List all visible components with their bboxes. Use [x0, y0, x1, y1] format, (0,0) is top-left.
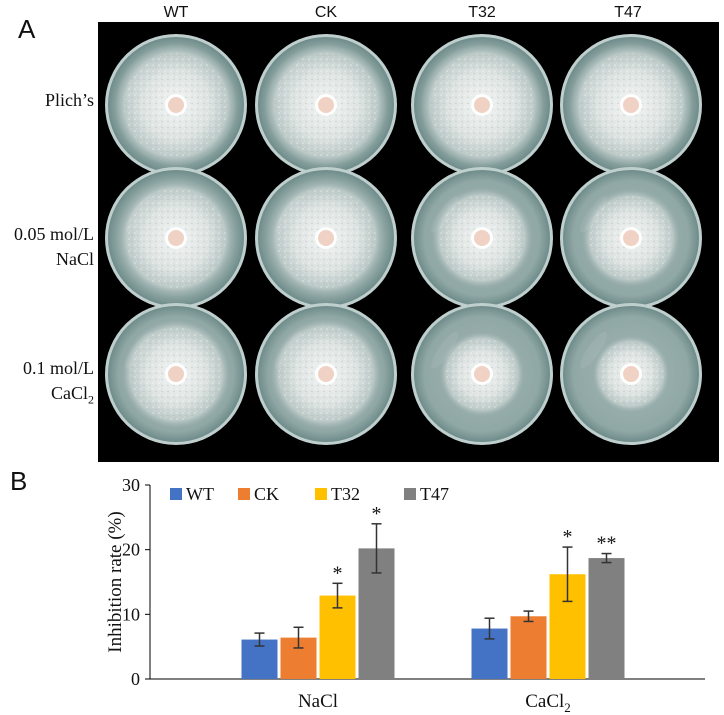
row-label-cacl2-subscript: 2	[88, 392, 94, 407]
column-label-t47: T47	[614, 4, 642, 21]
dish-glare	[275, 331, 303, 369]
legend-swatch	[238, 488, 250, 500]
dish-glare	[275, 62, 303, 100]
petri-dish-t47-row1	[560, 34, 702, 176]
inoculum-plug	[318, 97, 334, 113]
row-label-cacl2-formula: CaCl	[50, 383, 88, 403]
legend-item-wt: WT	[170, 484, 214, 504]
row-label-nacl-line1: 0.05 mol/L	[14, 224, 94, 244]
legend-swatch	[315, 488, 327, 500]
petri-dish-wt-row3	[105, 303, 247, 445]
legend-label: T32	[331, 484, 360, 504]
significance-mark: *	[372, 503, 382, 525]
bar-t32-nacl	[319, 595, 356, 679]
petri-dish-ck-row1	[255, 34, 397, 176]
petri-dish-t47-row3	[560, 303, 702, 445]
bar-t47-cacl2	[588, 558, 625, 679]
inoculum-plug	[623, 97, 639, 113]
y-tick-label: 0	[131, 669, 140, 689]
dish-glare	[580, 195, 608, 233]
column-label-ck: CK	[314, 4, 338, 21]
row-label-plichs-text: Plich’s	[44, 90, 94, 110]
column-label-wt: WT	[163, 4, 189, 21]
inoculum-plug	[318, 366, 334, 382]
dish-glare	[125, 62, 153, 100]
dish-glare	[580, 331, 608, 369]
dish-glare	[431, 195, 459, 233]
inoculum-plug	[168, 230, 184, 246]
y-tick-label: 10	[122, 604, 140, 624]
x-category-label-nacl: NaCl	[298, 691, 338, 712]
legend-item-t32: T32	[315, 484, 360, 504]
petri-dish-ck-row2	[255, 167, 397, 309]
petri-dish-wt-row2	[105, 167, 247, 309]
y-axis-label: Inhibition rate (%)	[105, 511, 126, 652]
petri-dish-t32-row2	[411, 167, 553, 309]
dish-glare	[431, 62, 459, 100]
row-label-cacl2-line1: 0.1 mol/L	[23, 358, 94, 378]
petri-dish-photo	[98, 22, 719, 462]
petri-dish-t32-row3	[411, 303, 553, 445]
dish-glare	[275, 195, 303, 233]
dish-glare	[580, 62, 608, 100]
petri-dish-t32-row1	[411, 34, 553, 176]
row-label-nacl: 0.05 mol/L NaCl	[0, 222, 94, 272]
legend-item-t47: T47	[404, 484, 449, 504]
row-label-plichs: Plich’s	[0, 88, 94, 113]
x-category-label-cacl2: CaCl2	[525, 691, 571, 715]
y-tick-label: 30	[122, 475, 140, 495]
legend-swatch	[170, 488, 182, 500]
petri-dish-t47-row2	[560, 167, 702, 309]
inoculum-plug	[318, 230, 334, 246]
y-tick-label: 20	[122, 540, 140, 560]
significance-mark: *	[333, 562, 343, 584]
legend-label: CK	[254, 484, 279, 504]
dish-glare	[125, 331, 153, 369]
dish-glare	[431, 331, 459, 369]
petri-dish-ck-row3	[255, 303, 397, 445]
significance-mark: *	[563, 526, 573, 548]
inoculum-plug	[623, 230, 639, 246]
inoculum-plug	[474, 230, 490, 246]
legend-label: T47	[420, 484, 449, 504]
inoculum-plug	[623, 366, 639, 382]
row-label-cacl2: 0.1 mol/L CaCl2	[0, 356, 94, 413]
inoculum-plug	[168, 97, 184, 113]
panel-a-letter: A	[18, 14, 36, 44]
x-category-subscript: 2	[564, 700, 571, 715]
bar-ck-cacl2	[510, 616, 547, 679]
inoculum-plug	[168, 366, 184, 382]
row-label-nacl-line2: NaCl	[56, 249, 94, 269]
panel-b-letter: B	[10, 466, 28, 496]
petri-dish-wt-row1	[105, 34, 247, 176]
significance-mark: **	[597, 533, 617, 555]
column-label-t32: T32	[468, 4, 496, 21]
legend-label: WT	[186, 484, 214, 504]
legend-swatch	[404, 488, 416, 500]
inoculum-plug	[474, 366, 490, 382]
dish-glare	[125, 195, 153, 233]
inoculum-plug	[474, 97, 490, 113]
legend-item-ck: CK	[238, 484, 279, 504]
row-label-cacl2-line2: CaCl2	[0, 381, 94, 413]
